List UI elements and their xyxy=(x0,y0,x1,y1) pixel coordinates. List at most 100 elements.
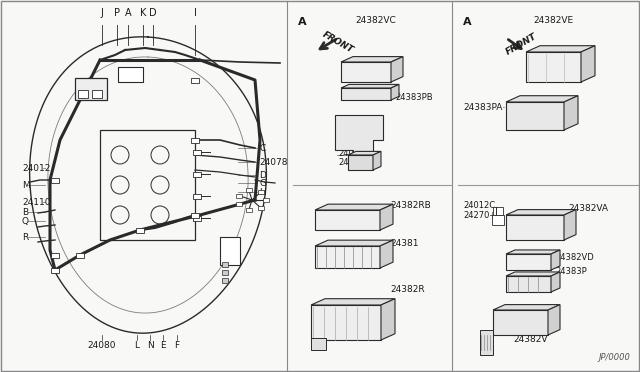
Bar xyxy=(92,90,102,98)
Bar xyxy=(193,194,201,199)
Polygon shape xyxy=(381,299,395,340)
Polygon shape xyxy=(506,209,576,215)
Polygon shape xyxy=(391,84,399,100)
Bar xyxy=(493,207,503,215)
Bar xyxy=(191,77,199,83)
Text: C: C xyxy=(259,144,265,153)
Text: A: A xyxy=(463,17,472,27)
Bar xyxy=(246,208,252,212)
Bar xyxy=(246,188,252,192)
Text: 24270+A: 24270+A xyxy=(463,211,502,219)
Bar xyxy=(193,216,201,221)
Text: 24382R: 24382R xyxy=(390,285,424,295)
Polygon shape xyxy=(506,250,560,254)
Bar xyxy=(191,138,199,142)
Polygon shape xyxy=(506,254,551,270)
Polygon shape xyxy=(551,250,560,270)
Polygon shape xyxy=(373,151,381,170)
Bar xyxy=(51,177,59,183)
Text: Q: Q xyxy=(22,217,29,225)
Bar xyxy=(191,212,199,218)
Polygon shape xyxy=(341,84,399,88)
Bar xyxy=(222,278,228,283)
Polygon shape xyxy=(380,240,393,268)
Text: 24012C: 24012C xyxy=(338,148,370,157)
Polygon shape xyxy=(526,52,581,82)
Polygon shape xyxy=(341,88,391,100)
Polygon shape xyxy=(315,210,380,230)
Polygon shape xyxy=(341,62,391,82)
Polygon shape xyxy=(564,96,578,130)
Bar xyxy=(236,194,243,198)
Text: L: L xyxy=(134,340,140,350)
Text: 24383PB: 24383PB xyxy=(395,93,433,102)
Text: 24382VE: 24382VE xyxy=(533,16,573,25)
Text: 24383PA: 24383PA xyxy=(463,103,502,112)
Text: 24080: 24080 xyxy=(88,340,116,350)
Bar xyxy=(236,202,243,206)
Polygon shape xyxy=(311,305,381,340)
Text: P: P xyxy=(114,8,120,18)
Text: F: F xyxy=(175,340,180,350)
Polygon shape xyxy=(506,96,578,102)
Polygon shape xyxy=(348,155,373,170)
Text: FRONT: FRONT xyxy=(321,29,355,54)
Bar xyxy=(76,253,84,257)
Polygon shape xyxy=(315,240,393,246)
Polygon shape xyxy=(526,46,595,52)
Bar xyxy=(193,150,201,155)
Text: H: H xyxy=(259,187,266,196)
Text: E: E xyxy=(160,340,166,350)
Polygon shape xyxy=(551,272,560,292)
Text: 24383P: 24383P xyxy=(555,267,587,276)
Text: 24012: 24012 xyxy=(22,164,51,173)
Bar xyxy=(263,198,269,202)
Text: 24382V: 24382V xyxy=(513,336,547,344)
Polygon shape xyxy=(506,276,551,292)
Polygon shape xyxy=(380,204,393,230)
Text: 24110: 24110 xyxy=(22,198,51,206)
Bar xyxy=(258,206,264,210)
Polygon shape xyxy=(506,215,564,240)
Polygon shape xyxy=(548,305,560,335)
Bar xyxy=(78,90,88,98)
Polygon shape xyxy=(391,57,403,82)
Bar xyxy=(311,338,326,350)
Text: I: I xyxy=(193,8,196,18)
Bar xyxy=(222,262,228,267)
Text: A: A xyxy=(298,17,307,27)
Text: JP/0000: JP/0000 xyxy=(598,353,630,362)
Text: R: R xyxy=(22,232,28,241)
Polygon shape xyxy=(581,46,595,82)
Bar xyxy=(136,228,144,232)
Text: 24382VC: 24382VC xyxy=(355,16,396,25)
Text: 24382VA: 24382VA xyxy=(568,203,608,212)
Bar xyxy=(258,190,264,194)
Bar xyxy=(193,172,201,177)
Text: 24012C: 24012C xyxy=(463,201,495,209)
Text: 24381: 24381 xyxy=(390,238,419,247)
Bar xyxy=(51,267,59,273)
Polygon shape xyxy=(480,330,493,355)
Bar xyxy=(492,215,504,225)
Bar xyxy=(118,67,143,82)
Polygon shape xyxy=(311,299,395,305)
Bar xyxy=(51,253,59,257)
Text: D: D xyxy=(259,170,266,180)
Polygon shape xyxy=(564,209,576,240)
Text: J: J xyxy=(100,8,104,18)
Text: 24382VD: 24382VD xyxy=(555,253,594,263)
Text: A: A xyxy=(125,8,131,18)
Text: D: D xyxy=(149,8,157,18)
Polygon shape xyxy=(506,102,564,130)
Polygon shape xyxy=(315,246,380,268)
Bar xyxy=(100,130,195,240)
Text: K: K xyxy=(140,8,146,18)
Text: G: G xyxy=(259,179,266,187)
Bar xyxy=(222,270,228,275)
Polygon shape xyxy=(335,115,383,165)
Text: 24382VB: 24382VB xyxy=(338,157,376,167)
Polygon shape xyxy=(315,204,393,210)
Polygon shape xyxy=(348,151,381,155)
Text: FRONT: FRONT xyxy=(504,32,538,57)
